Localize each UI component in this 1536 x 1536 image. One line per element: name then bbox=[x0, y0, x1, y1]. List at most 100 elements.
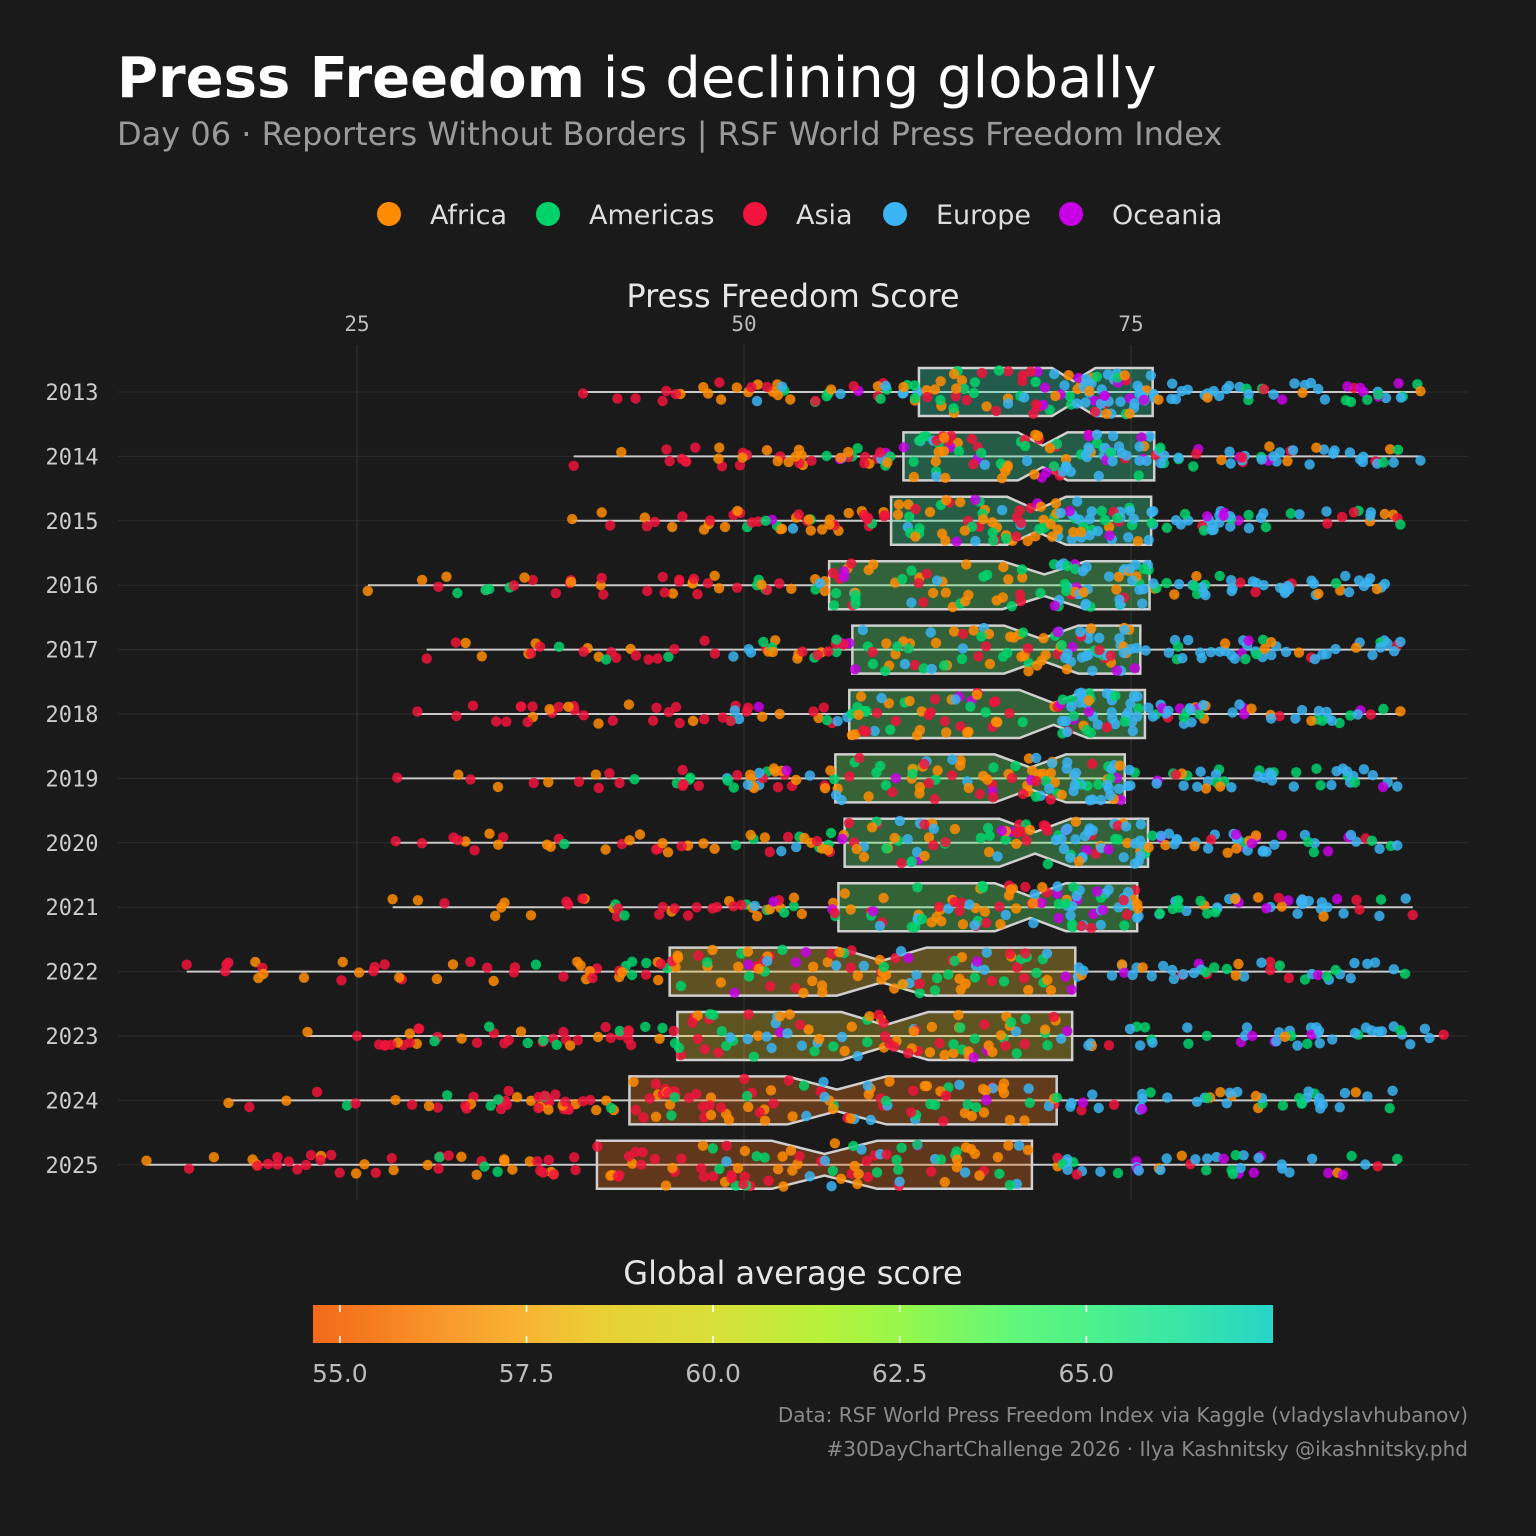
data-point bbox=[1113, 783, 1125, 794]
data-point bbox=[958, 628, 969, 640]
data-point bbox=[772, 456, 783, 467]
data-point bbox=[657, 571, 668, 583]
data-point bbox=[1250, 1090, 1262, 1102]
data-point bbox=[923, 832, 935, 843]
data-point bbox=[957, 643, 969, 654]
data-point bbox=[1017, 370, 1028, 381]
data-point bbox=[650, 1111, 662, 1123]
data-point bbox=[705, 515, 716, 526]
data-point bbox=[733, 961, 744, 972]
data-point bbox=[1195, 895, 1206, 907]
data-point bbox=[707, 1171, 719, 1182]
data-point bbox=[995, 1030, 1007, 1041]
data-point bbox=[1153, 394, 1164, 405]
data-point bbox=[657, 901, 668, 913]
data-point bbox=[787, 523, 799, 534]
x-tick-label: 25 bbox=[344, 312, 369, 336]
data-point bbox=[525, 910, 537, 921]
data-point bbox=[977, 1083, 989, 1095]
data-point bbox=[1020, 881, 1031, 893]
data-point bbox=[1044, 443, 1056, 454]
data-point bbox=[883, 698, 894, 709]
data-point bbox=[921, 568, 932, 579]
data-point bbox=[814, 1033, 825, 1045]
data-point bbox=[1379, 578, 1391, 590]
data-point bbox=[493, 839, 504, 850]
data-point bbox=[1155, 830, 1167, 841]
data-point bbox=[577, 893, 588, 904]
data-point bbox=[933, 446, 944, 458]
data-point bbox=[1083, 1040, 1094, 1051]
data-point bbox=[981, 1094, 992, 1106]
data-point bbox=[1061, 763, 1072, 774]
data-point bbox=[1392, 1153, 1403, 1165]
data-point bbox=[1000, 1040, 1011, 1051]
data-point bbox=[1039, 382, 1051, 393]
data-point bbox=[572, 1035, 583, 1046]
data-point bbox=[1350, 1087, 1362, 1098]
data-point bbox=[452, 587, 463, 599]
data-point bbox=[1188, 461, 1199, 472]
data-point bbox=[1034, 523, 1045, 535]
data-point bbox=[1099, 390, 1110, 401]
data-point bbox=[1146, 971, 1158, 982]
data-point bbox=[810, 395, 821, 407]
data-point bbox=[958, 383, 970, 394]
data-point bbox=[1235, 577, 1246, 588]
legend-marker-asia bbox=[743, 202, 767, 226]
data-point bbox=[530, 959, 542, 970]
data-point bbox=[1319, 394, 1331, 405]
data-point bbox=[1183, 1038, 1194, 1050]
data-point bbox=[1127, 725, 1139, 737]
data-point bbox=[983, 846, 995, 858]
data-point bbox=[1023, 658, 1034, 669]
data-point bbox=[1201, 1030, 1213, 1042]
data-point bbox=[1340, 570, 1351, 582]
data-point bbox=[1375, 894, 1387, 905]
data-point bbox=[1056, 789, 1068, 800]
data-point bbox=[1276, 394, 1288, 405]
data-point bbox=[1112, 512, 1123, 524]
data-point bbox=[1056, 833, 1067, 845]
data-point bbox=[951, 383, 962, 394]
data-point bbox=[903, 1048, 914, 1059]
data-point bbox=[881, 638, 892, 649]
data-point bbox=[1283, 972, 1295, 984]
data-point bbox=[1209, 962, 1220, 973]
data-point bbox=[714, 442, 725, 453]
data-point bbox=[1095, 794, 1107, 806]
data-point bbox=[336, 975, 347, 986]
data-point bbox=[896, 1142, 907, 1154]
data-point bbox=[669, 644, 680, 655]
data-point bbox=[1114, 633, 1125, 644]
data-point bbox=[421, 653, 432, 664]
data-point bbox=[1013, 1140, 1025, 1151]
data-point bbox=[1003, 574, 1014, 585]
data-point bbox=[677, 511, 688, 522]
data-point bbox=[1103, 571, 1115, 582]
x-tick-label: 75 bbox=[1118, 312, 1143, 336]
data-point bbox=[1019, 948, 1031, 959]
data-point bbox=[929, 694, 941, 705]
data-point bbox=[687, 1017, 698, 1028]
data-point bbox=[788, 901, 799, 912]
data-point bbox=[480, 584, 491, 596]
data-point bbox=[752, 1030, 764, 1042]
data-point bbox=[728, 782, 739, 793]
data-point bbox=[1123, 886, 1134, 898]
data-point bbox=[821, 450, 832, 462]
data-point bbox=[878, 1017, 889, 1029]
data-point bbox=[753, 701, 764, 712]
data-point bbox=[1122, 780, 1133, 792]
data-point bbox=[1362, 958, 1373, 969]
year-label: 2023 bbox=[46, 1025, 99, 1050]
data-point bbox=[678, 779, 689, 790]
data-point bbox=[1322, 518, 1333, 529]
data-point bbox=[1101, 722, 1113, 733]
data-point bbox=[979, 459, 991, 470]
data-point bbox=[1049, 368, 1060, 380]
data-point bbox=[623, 699, 635, 710]
data-point bbox=[1094, 644, 1105, 656]
data-point bbox=[908, 456, 919, 467]
data-point bbox=[790, 983, 801, 994]
